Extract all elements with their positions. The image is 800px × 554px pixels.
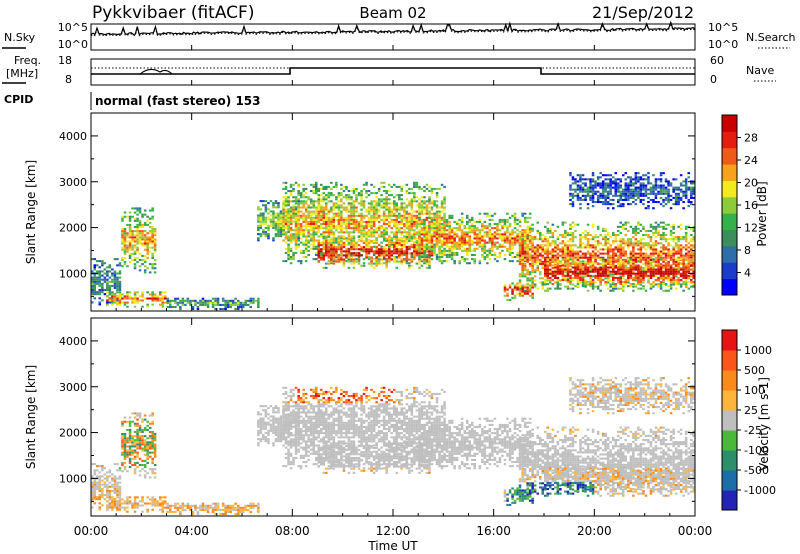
noise-left-tick-high: 10^5: [58, 21, 88, 34]
colorbar-swatch: [722, 350, 737, 371]
y-tick-label: 3000: [59, 176, 87, 189]
power-y-axis: 1000 2000 3000 4000: [59, 130, 695, 297]
x-tick-label: 00:00: [678, 524, 713, 538]
noise-right-tick-low: 10^0: [708, 38, 738, 51]
colorbar-swatch: [722, 180, 737, 198]
colorbar-tick-label: 28: [744, 132, 758, 145]
y-tick-label: 2000: [59, 222, 87, 235]
colorbar-tick-label: 100: [744, 384, 765, 397]
nave-tick-high: 60: [710, 54, 724, 67]
colorbar-swatch: [722, 213, 737, 231]
velocity-ylabel: Slant Range [km]: [24, 365, 38, 469]
colorbar-swatch: [722, 330, 737, 351]
noise-right-tick-high: 10^5: [708, 21, 738, 34]
colorbar-swatch: [722, 196, 737, 214]
colorbar-tick-label: -25: [744, 424, 762, 437]
colorbar-tick-label: -1000: [744, 484, 776, 497]
x-tick-label: 00:00: [74, 524, 109, 538]
velocity-colorbar-label: Velocity [m s-1]: [757, 377, 771, 471]
time-x-axis: 00:00 04:00 08:00 12:00 16:00 20:00 00:00: [74, 45, 713, 538]
power-heatmap: [91, 172, 695, 311]
colorbar-tick-label: -500: [744, 464, 769, 477]
colorbar-swatch: [722, 430, 737, 451]
power-ylabel: Slant Range [km]: [24, 160, 38, 264]
cpid-text: normal (fast stereo) 153: [95, 94, 261, 108]
noise-left-label: N.Sky: [4, 31, 36, 44]
x-tick-label: 20:00: [577, 524, 612, 538]
colorbar-tick-label: 16: [744, 199, 758, 212]
date-title: 21/Sep/2012: [592, 3, 694, 22]
colorbar-swatch: [722, 115, 737, 132]
noise-left-tick-low: 10^0: [58, 38, 88, 51]
x-tick-label: 12:00: [376, 524, 411, 538]
colorbar-swatch: [722, 147, 737, 165]
y-tick-label: 4000: [59, 335, 87, 348]
colorbar-swatch: [722, 229, 737, 247]
x-tick-label: 08:00: [275, 524, 310, 538]
velocity-heatmap: [91, 377, 695, 516]
freq-tick-high: 18: [58, 54, 72, 67]
freq-label-line1: Freq.: [14, 54, 41, 67]
freq-label-line2: [MHz]: [6, 67, 38, 80]
colorbar-swatch: [722, 245, 737, 263]
colorbar-tick-label: 24: [744, 154, 758, 167]
velocity-colorbar: 1000 500 100 25 -25 -100 -500 -1000: [721, 329, 776, 511]
cpid-label: CPID: [4, 93, 33, 106]
colorbar-tick-label: 500: [744, 364, 765, 377]
noise-right-label: N.Search: [746, 31, 796, 44]
colorbar-swatch: [722, 470, 737, 491]
x-tick-label: 04:00: [174, 524, 209, 538]
colorbar-tick-label: 1000: [744, 344, 772, 357]
colorbar-swatch: [722, 262, 737, 280]
freq-tick-low: 8: [65, 73, 72, 86]
station-title: Pykkvibaer (fitACF): [92, 3, 254, 23]
power-colorbar-label: Power [dB]: [755, 181, 769, 246]
colorbar-swatch: [722, 390, 737, 411]
y-tick-label: 2000: [59, 427, 87, 440]
nave-tick-low: 0: [710, 73, 717, 86]
colorbar-swatch: [722, 131, 737, 149]
noise-search-series: [90, 22, 696, 37]
colorbar-tick-label: 20: [744, 177, 758, 190]
colorbar-tick-label: 25: [744, 404, 758, 417]
freq-series: [91, 67, 695, 75]
nave-label: Nave: [746, 64, 774, 77]
colorbar-swatch: [722, 410, 737, 431]
y-tick-label: 4000: [59, 130, 87, 143]
y-tick-label: 1000: [59, 472, 87, 485]
colorbar-tick-label: 4: [744, 267, 751, 280]
x-axis-label: Time UT: [367, 539, 418, 553]
y-tick-label: 1000: [59, 267, 87, 280]
colorbar-swatch: [722, 164, 737, 181]
colorbar-tick-label: 12: [744, 222, 758, 235]
noise-sky-series: [90, 20, 696, 36]
power-colorbar: 28 24 20 16 12 8 4: [721, 114, 758, 296]
colorbar-swatch: [722, 450, 737, 471]
colorbar-tick-label: 8: [744, 244, 751, 257]
colorbar-swatch: [722, 490, 737, 511]
x-tick-label: 16:00: [476, 524, 511, 538]
velocity-y-axis: 1000 2000 3000 4000: [59, 335, 695, 502]
colorbar-swatch: [722, 278, 737, 296]
colorbar-tick-label: -100: [744, 444, 769, 457]
beam-title: Beam 02: [359, 4, 426, 22]
colorbar-swatch: [722, 370, 737, 391]
y-tick-label: 3000: [59, 381, 87, 394]
